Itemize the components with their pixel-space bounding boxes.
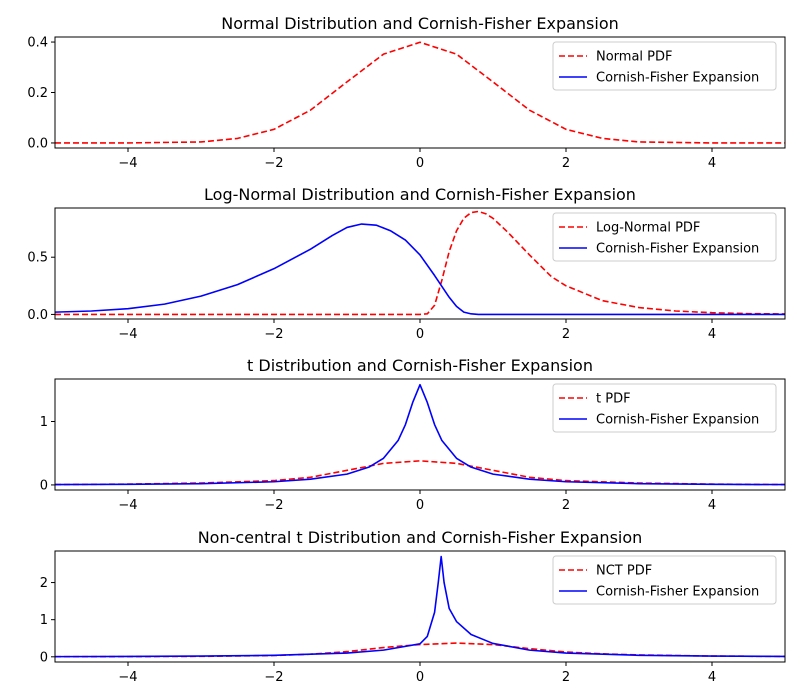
- x-tick-label: 2: [562, 156, 570, 171]
- chart-panel: Non-central t Distribution and Cornish-F…: [40, 528, 786, 685]
- x-tick-label: 2: [562, 498, 570, 513]
- x-tick-label: 4: [708, 156, 716, 171]
- legend-label: Cornish-Fisher Expansion: [596, 585, 759, 600]
- legend-label: Cornish-Fisher Expansion: [596, 242, 759, 257]
- legend-box: [552, 212, 777, 262]
- series-line: [55, 460, 785, 486]
- series-line: [55, 555, 785, 658]
- legend-label: Cornish-Fisher Expansion: [596, 71, 759, 86]
- y-tick-label: 0.2: [27, 86, 48, 101]
- legend: NCT PDF Cornish-Fisher Expansion: [552, 555, 777, 605]
- y-tick-label: 0: [40, 650, 48, 665]
- x-tick-label: −2: [264, 670, 283, 685]
- legend-label: Log-Normal PDF: [596, 221, 700, 236]
- x-tick-label: −2: [264, 498, 283, 513]
- legend-label: Cornish-Fisher Expansion: [596, 413, 759, 428]
- legend-box: [552, 41, 777, 91]
- x-tick-label: −4: [118, 670, 137, 685]
- legend: Log-Normal PDF Cornish-Fisher Expansion: [552, 212, 777, 262]
- x-tick-label: −2: [264, 156, 283, 171]
- series-line: [55, 210, 785, 316]
- chart-title: t Distribution and Cornish-Fisher Expans…: [247, 356, 593, 375]
- x-tick-label: 0: [416, 327, 424, 342]
- y-tick-label: 0.0: [27, 308, 48, 323]
- x-tick-label: 4: [708, 327, 716, 342]
- y-tick-label: 1: [40, 415, 48, 430]
- y-tick-label: 0.5: [27, 251, 48, 266]
- x-tick-label: 0: [416, 156, 424, 171]
- legend-label: Normal PDF: [596, 50, 673, 65]
- y-tick-label: 1: [40, 613, 48, 628]
- x-tick-label: 0: [416, 670, 424, 685]
- series-line: [55, 41, 785, 144]
- chart-panel: Log-Normal Distribution and Cornish-Fish…: [27, 185, 786, 342]
- chart-title: Log-Normal Distribution and Cornish-Fish…: [204, 185, 636, 204]
- y-tick-label: 0.0: [27, 136, 48, 151]
- x-tick-label: −4: [118, 498, 137, 513]
- x-tick-label: 2: [562, 670, 570, 685]
- legend: Normal PDF Cornish-Fisher Expansion: [552, 41, 777, 91]
- series-line: [55, 642, 785, 658]
- chart-panel: t Distribution and Cornish-Fisher Expans…: [40, 356, 786, 513]
- y-tick-label: 0.4: [27, 36, 48, 51]
- legend-label: t PDF: [596, 392, 631, 407]
- y-tick-label: 2: [40, 576, 48, 591]
- x-tick-label: −2: [264, 327, 283, 342]
- x-tick-label: −4: [118, 156, 137, 171]
- x-tick-label: −4: [118, 327, 137, 342]
- legend-box: [552, 383, 777, 433]
- legend: t PDF Cornish-Fisher Expansion: [552, 383, 777, 433]
- x-tick-label: 2: [562, 327, 570, 342]
- series-line: [55, 223, 785, 316]
- legend-box: [552, 555, 777, 605]
- series-line: [55, 383, 785, 486]
- x-tick-label: 0: [416, 498, 424, 513]
- legend-label: NCT PDF: [596, 564, 652, 579]
- x-tick-label: 4: [708, 670, 716, 685]
- chart-title: Non-central t Distribution and Cornish-F…: [198, 528, 643, 547]
- y-tick-label: 0: [40, 478, 48, 493]
- chart-title: Normal Distribution and Cornish-Fisher E…: [221, 14, 619, 33]
- chart-panel: Normal Distribution and Cornish-Fisher E…: [27, 14, 786, 171]
- x-tick-label: 4: [708, 498, 716, 513]
